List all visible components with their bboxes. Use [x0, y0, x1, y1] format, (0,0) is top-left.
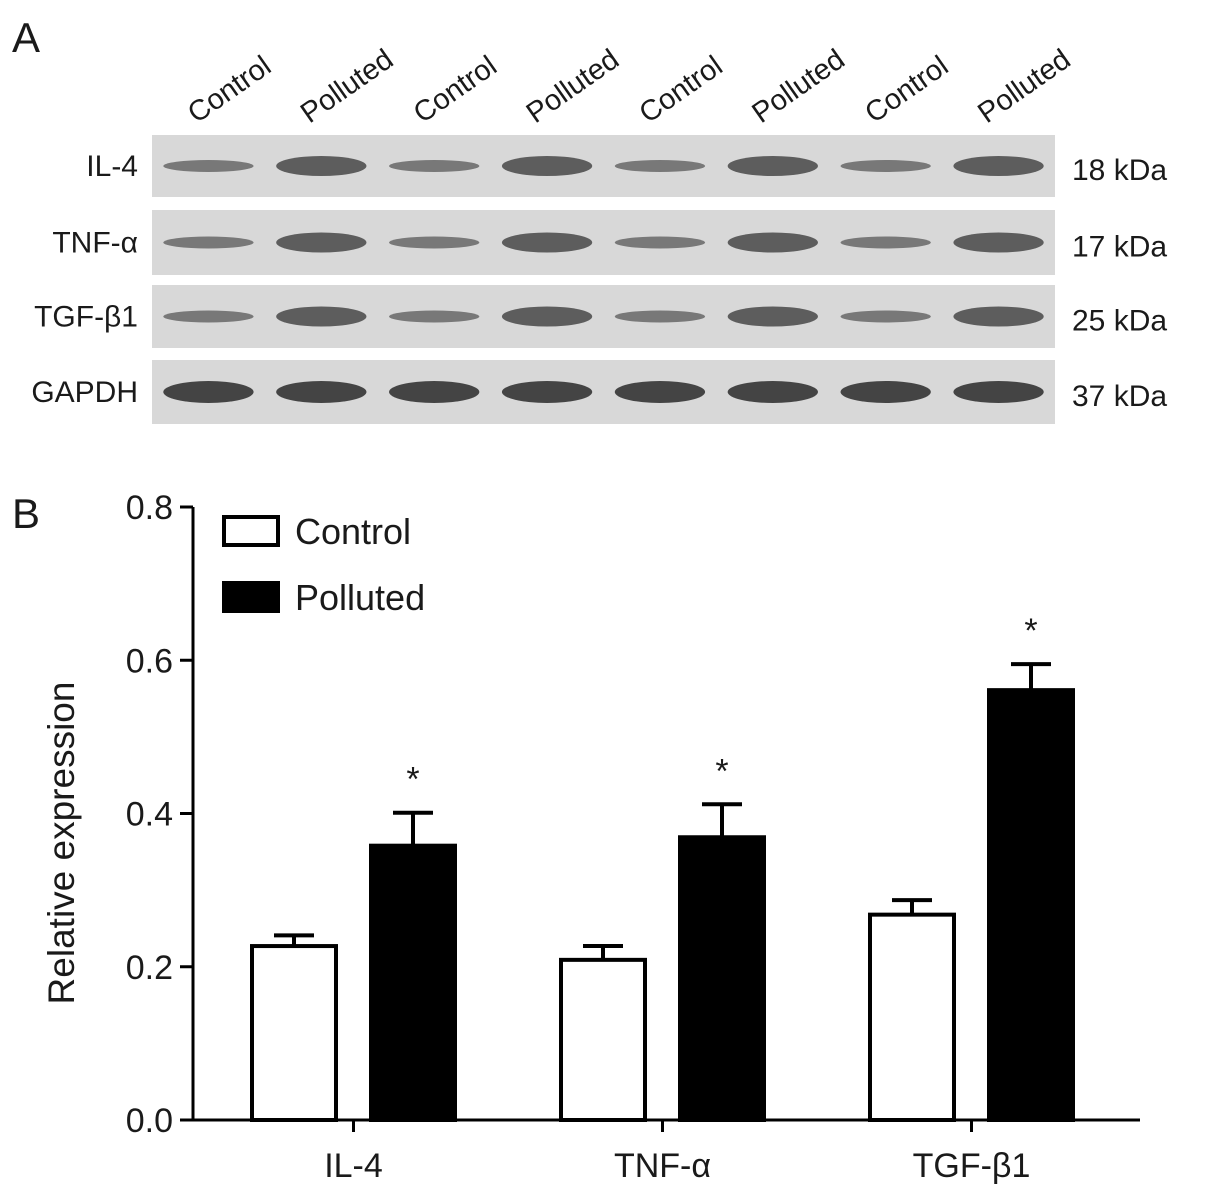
panel-label: A: [12, 14, 40, 61]
bar: [559, 957, 647, 1123]
blot-band: [389, 381, 480, 403]
row-label: GAPDH: [31, 376, 138, 409]
significance-mark: *: [406, 761, 419, 799]
blot-band: [614, 236, 706, 249]
blot-band: [840, 236, 931, 249]
lane-label: Control: [859, 50, 954, 130]
lane-label: Control: [408, 50, 503, 130]
blot-band: [614, 310, 706, 323]
row-label: TNF-α: [52, 227, 138, 260]
bar: [868, 912, 956, 1123]
size-label: 25 kDa: [1072, 305, 1167, 338]
bar: [250, 944, 338, 1123]
blot-band: [727, 306, 818, 327]
lane-label: Polluted: [972, 43, 1076, 129]
significance-mark: *: [1024, 612, 1037, 650]
row-label: IL-4: [86, 150, 138, 183]
blot-band: [840, 160, 931, 172]
blot-band: [276, 232, 367, 253]
blot-band: [840, 310, 931, 323]
size-label: 17 kDa: [1072, 231, 1167, 264]
size-label: 37 kDa: [1072, 380, 1167, 413]
blot-band: [501, 232, 593, 253]
blot-band: [727, 232, 818, 253]
x-tick-label: IL-4: [324, 1147, 383, 1185]
panel-label: B: [12, 490, 40, 537]
size-label: 18 kDa: [1072, 154, 1167, 187]
blot-band: [163, 310, 254, 323]
lane-label: Polluted: [295, 43, 399, 129]
x-tick-label: TGF-β1: [913, 1147, 1031, 1185]
y-tick-label: 0.4: [126, 796, 173, 834]
blot-band: [501, 156, 593, 176]
blot-band: [501, 381, 593, 403]
blot-band: [163, 381, 254, 403]
y-tick-label: 0.0: [126, 1102, 173, 1140]
y-tick-label: 0.2: [126, 949, 173, 987]
y-tick-label: 0.8: [126, 489, 173, 527]
y-tick-label: 0.6: [126, 642, 173, 680]
blot-band: [953, 306, 1044, 327]
row-label: TGF-β1: [34, 301, 138, 334]
blot-band: [501, 306, 593, 327]
blot-band: [953, 232, 1044, 253]
blot-band: [840, 381, 931, 403]
lane-label: Control: [182, 50, 277, 130]
blot-band: [276, 156, 367, 176]
blot-band: [614, 381, 706, 403]
blot-band: [953, 156, 1044, 176]
blot-band: [389, 310, 480, 323]
blot-band: [163, 160, 254, 172]
blot-band: [389, 236, 480, 249]
legend-swatch: [222, 515, 280, 547]
legend-label: Control: [295, 511, 411, 552]
blot-band: [727, 381, 818, 403]
blot-band: [953, 381, 1044, 403]
lane-label: Control: [634, 50, 729, 130]
significance-mark: *: [715, 752, 728, 790]
blot-band: [614, 160, 706, 172]
x-tick-label: TNF-α: [614, 1147, 711, 1185]
legend-swatch: [222, 581, 280, 613]
bar: [987, 688, 1075, 1122]
legend-label: Polluted: [295, 577, 425, 618]
blot-band: [276, 306, 367, 327]
lane-label: Polluted: [521, 43, 625, 129]
bar: [678, 835, 766, 1122]
blot-band: [276, 381, 367, 403]
y-axis-label: Relative expression: [41, 682, 82, 1005]
bar: [369, 843, 457, 1122]
lane-label: Polluted: [746, 43, 850, 129]
blot-band: [163, 236, 254, 249]
blot-band: [389, 160, 480, 172]
blot-band: [727, 156, 818, 176]
